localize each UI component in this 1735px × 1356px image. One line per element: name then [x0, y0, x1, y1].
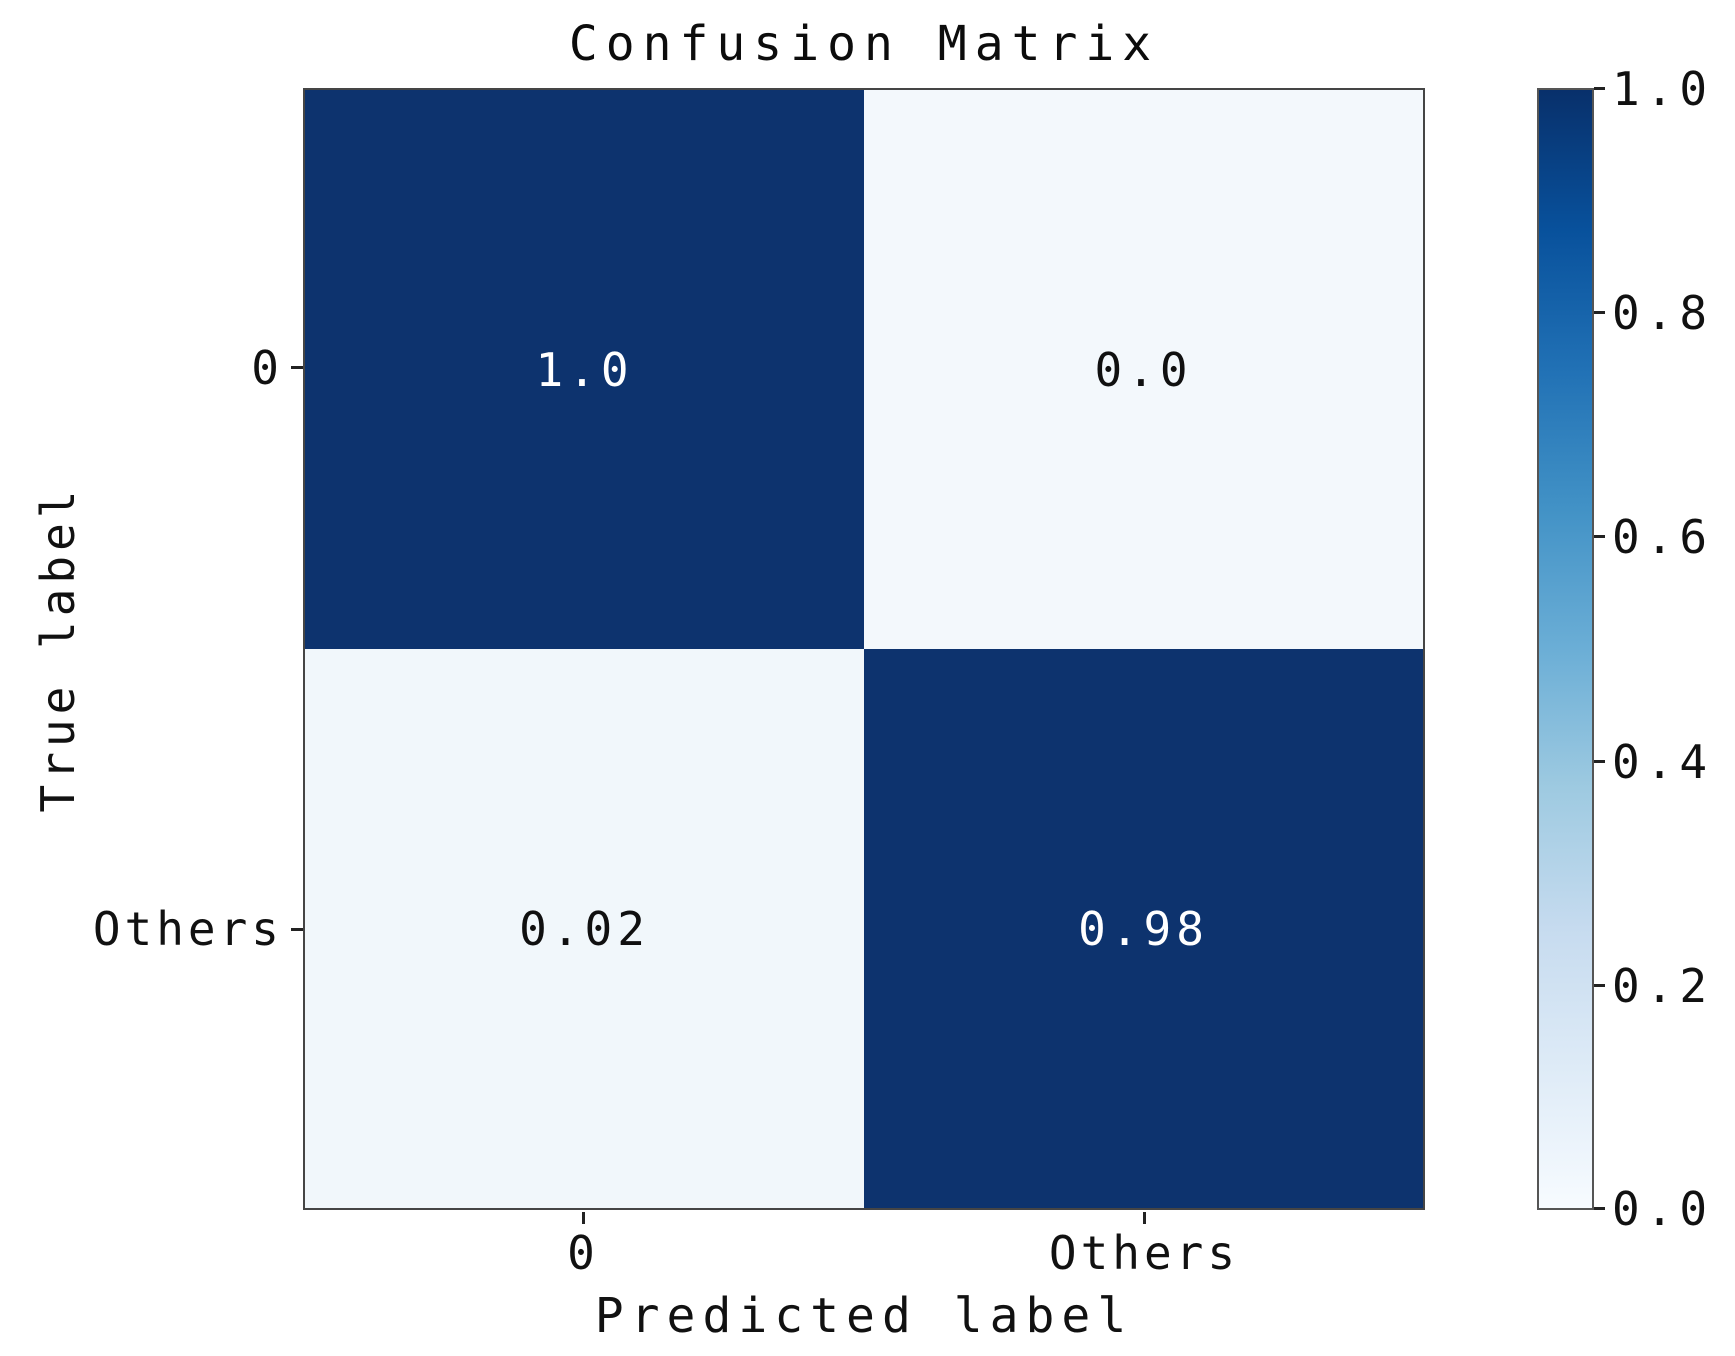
matrix-cell-trueOthers-pred0: 0.02 [305, 649, 864, 1208]
colorbar-tick-0.6 [1594, 535, 1605, 538]
x-tick-mark-0 [582, 1212, 585, 1224]
colorbar-tick-label-0.6: 0.6 [1612, 510, 1714, 564]
y-tick-mark-others [291, 928, 303, 931]
colorbar-tick-label-0.8: 0.8 [1612, 286, 1714, 340]
y-axis-label: True label [31, 485, 85, 813]
colorbar-tick-0.4 [1594, 760, 1605, 763]
y-tick-mark-0 [291, 366, 303, 369]
y-tick-label-others: Others [92, 902, 283, 956]
y-tick-label-0: 0 [251, 341, 283, 395]
chart-title: Confusion Matrix [568, 16, 1160, 72]
matrix-cell-true0-predOthers: 0.0 [864, 90, 1423, 649]
colorbar-tick-1.0 [1594, 87, 1605, 90]
x-tick-label-0: 0 [567, 1226, 599, 1280]
x-tick-label-others: Others [1048, 1226, 1240, 1280]
colorbar-tick-label-0.2: 0.2 [1612, 959, 1714, 1013]
colorbar [1537, 88, 1594, 1210]
colorbar-tick-label-1.0: 1.0 [1612, 62, 1714, 116]
colorbar-tick-0.0 [1594, 1207, 1605, 1210]
x-axis-label: Predicted label [594, 1288, 1134, 1344]
colorbar-tick-label-0.0: 0.0 [1612, 1182, 1714, 1236]
matrix-cell-trueOthers-predOthers: 0.98 [864, 649, 1423, 1208]
x-tick-mark-others [1143, 1212, 1146, 1224]
matrix-cell-true0-pred0: 1.0 [305, 90, 864, 649]
colorbar-tick-0.8 [1594, 311, 1605, 314]
colorbar-tick-0.2 [1594, 984, 1605, 987]
colorbar-tick-label-0.4: 0.4 [1612, 735, 1714, 789]
confusion-matrix-heatmap: 1.0 0.0 0.02 0.98 [303, 88, 1425, 1210]
